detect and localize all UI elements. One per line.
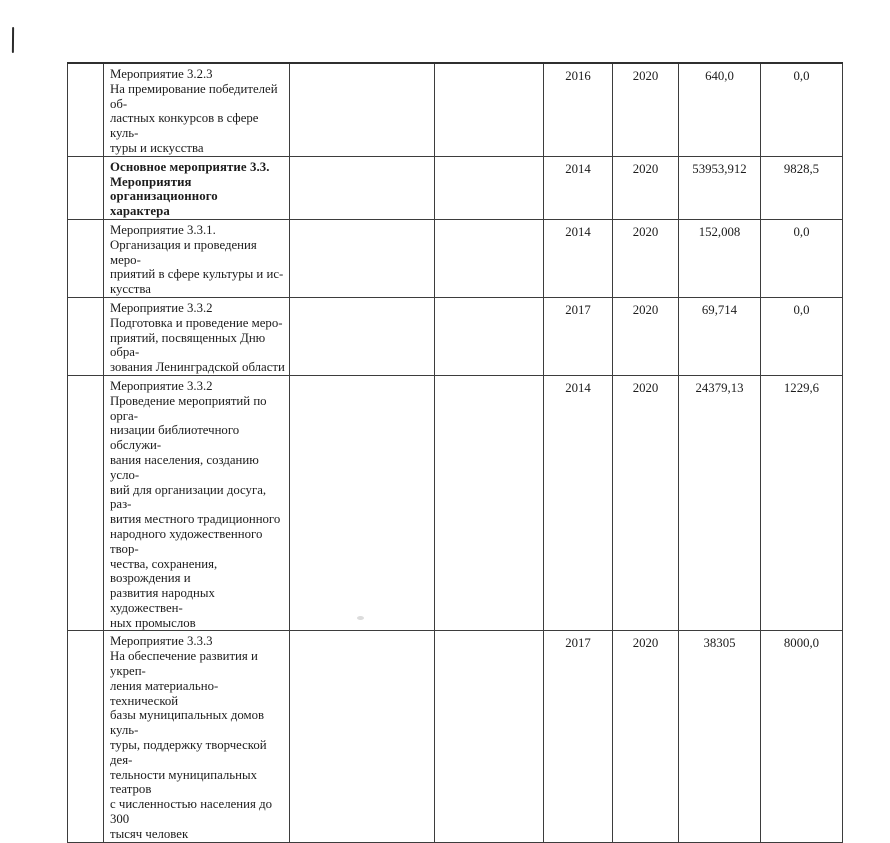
index-cell — [67, 630, 104, 843]
index-cell — [67, 218, 104, 298]
empty-cell — [434, 630, 544, 843]
year-end-cell: 2020 — [612, 374, 679, 632]
year-start-cell: 2016 — [543, 62, 613, 157]
amount2-cell: 0,0 — [760, 62, 843, 157]
scan-artifact-dot — [357, 616, 364, 620]
empty-cell — [289, 218, 435, 298]
amount2-cell: 0,0 — [760, 218, 843, 298]
year-end-cell: 2020 — [612, 296, 679, 376]
empty-cell — [289, 155, 435, 220]
index-cell — [67, 374, 104, 632]
table-row: Мероприятие 3.3.1. Организация и проведе… — [67, 218, 843, 298]
empty-cell — [289, 630, 435, 843]
index-cell — [67, 155, 104, 220]
year-start-cell: 2014 — [543, 374, 613, 632]
empty-cell — [289, 296, 435, 376]
empty-cell — [434, 218, 544, 298]
table-row: Мероприятие 3.3.2 Подготовка и проведени… — [67, 296, 843, 376]
amount1-cell: 69,714 — [678, 296, 761, 376]
empty-cell — [434, 374, 544, 632]
amount2-cell: 0,0 — [760, 296, 843, 376]
index-cell — [67, 296, 104, 376]
margin-pen-mark — [11, 26, 15, 54]
table-row: Мероприятие 3.2.3 На премирование победи… — [67, 62, 843, 157]
amount2-cell: 8000,0 — [760, 630, 843, 843]
empty-cell — [434, 62, 544, 157]
amount1-cell: 53953,912 — [678, 155, 761, 220]
measures-table: Мероприятие 3.2.3 На премирование победи… — [67, 62, 843, 843]
amount1-cell: 38305 — [678, 630, 761, 843]
empty-cell — [434, 155, 544, 220]
year-end-cell: 2020 — [612, 218, 679, 298]
amount2-cell: 1229,6 — [760, 374, 843, 632]
year-end-cell: 2020 — [612, 62, 679, 157]
year-start-cell: 2014 — [543, 218, 613, 298]
empty-cell — [434, 296, 544, 376]
measure-label-cell: Мероприятие 3.2.3 На премирование победи… — [103, 62, 290, 157]
year-end-cell: 2020 — [612, 630, 679, 843]
empty-cell — [289, 374, 435, 632]
year-start-cell: 2014 — [543, 155, 613, 220]
year-end-cell: 2020 — [612, 155, 679, 220]
measure-label-cell: Мероприятие 3.3.1. Организация и проведе… — [103, 218, 290, 298]
year-start-cell: 2017 — [543, 296, 613, 376]
year-start-cell: 2017 — [543, 630, 613, 843]
measure-label-cell: Основное мероприятие 3.3. Мероприятия ор… — [103, 155, 290, 220]
amount2-cell: 9828,5 — [760, 155, 843, 220]
amount1-cell: 152,008 — [678, 218, 761, 298]
measure-label-cell: Мероприятие 3.3.2 Проведение мероприятий… — [103, 374, 290, 632]
table-row: Мероприятие 3.3.3 На обеспечение развити… — [67, 630, 843, 843]
table-row: Основное мероприятие 3.3. Мероприятия ор… — [67, 155, 843, 220]
amount1-cell: 24379,13 — [678, 374, 761, 632]
index-cell — [67, 62, 104, 157]
empty-cell — [289, 62, 435, 157]
measure-label-cell: Мероприятие 3.3.2 Подготовка и проведени… — [103, 296, 290, 376]
table-row: Мероприятие 3.3.2 Проведение мероприятий… — [67, 374, 843, 632]
measure-label-cell: Мероприятие 3.3.3 На обеспечение развити… — [103, 630, 290, 843]
amount1-cell: 640,0 — [678, 62, 761, 157]
